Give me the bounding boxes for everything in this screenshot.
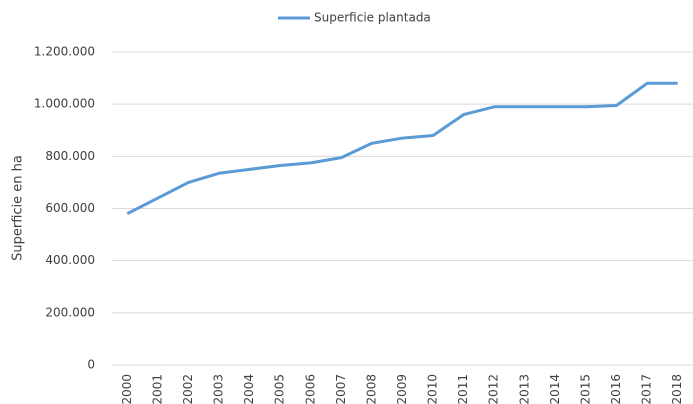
y-tick-label: 800.000	[45, 149, 95, 163]
x-tick-label: 2015	[578, 374, 592, 404]
y-tick-label: 1.200.000	[34, 45, 95, 59]
y-tick-label: 200.000	[45, 305, 95, 319]
x-tick-label: 2007	[334, 374, 348, 404]
x-tick-label: 2010	[426, 374, 440, 404]
legend-label: Superficie plantada	[314, 11, 431, 25]
x-tick-label: 2005	[273, 374, 287, 404]
x-tick-label: 2008	[364, 374, 378, 404]
x-tick-label: 2017	[640, 374, 654, 404]
x-tick-label: 2009	[395, 374, 409, 404]
data-line	[126, 81, 678, 216]
x-tick-label: 2013	[517, 374, 531, 404]
x-tick-label: 2002	[181, 374, 195, 404]
x-tick-label: 2006	[303, 374, 317, 404]
x-tick-label: 2000	[120, 374, 134, 404]
y-axis-title: Superficie en ha	[11, 155, 26, 261]
y-tick-label: 0	[87, 358, 95, 372]
y-tick-label: 1.000.000	[34, 97, 95, 111]
x-tick-label: 2011	[456, 374, 470, 404]
x-tick-label: 2001	[150, 374, 164, 404]
x-tick-label: 2014	[548, 374, 562, 404]
x-tick-label: 2012	[487, 374, 501, 404]
y-tick-label: 600.000	[45, 201, 95, 215]
x-tick-label: 2003	[212, 374, 226, 404]
x-tick-label: 2004	[242, 374, 256, 404]
x-tick-label: 2016	[609, 374, 623, 404]
y-tick-label: 400.000	[45, 253, 95, 267]
x-tick-label: 2018	[670, 374, 684, 404]
